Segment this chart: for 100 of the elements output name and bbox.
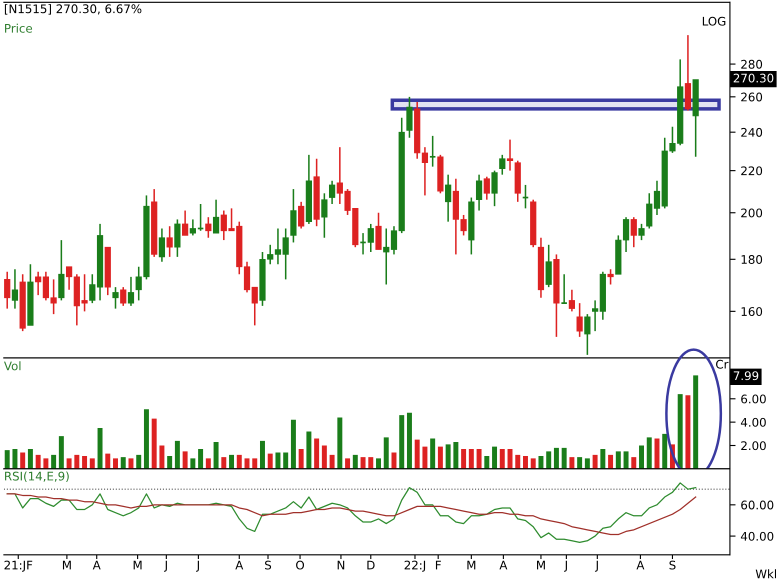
bar [430, 438, 436, 469]
bar [90, 458, 95, 469]
bar [453, 442, 458, 469]
candlestick [128, 276, 134, 307]
bar [198, 449, 204, 469]
bar [492, 446, 498, 469]
candlestick [576, 302, 583, 338]
bar [82, 456, 88, 469]
candlestick [197, 203, 204, 232]
x-tick-label: N [338, 560, 344, 570]
bar [260, 440, 265, 469]
bar [584, 458, 590, 469]
x-tick-label: O [296, 560, 304, 570]
bar [136, 454, 142, 469]
x-tick-label: A [235, 560, 244, 570]
bar [569, 457, 574, 469]
bar [624, 451, 629, 469]
bar [244, 458, 250, 469]
bar [221, 457, 226, 469]
candlestick [506, 138, 514, 172]
bar [538, 456, 544, 469]
text: 7.99 [734, 371, 758, 380]
x-tick-label: J [164, 560, 167, 572]
bar [414, 440, 420, 469]
annotation: LOG [702, 16, 726, 26]
x-tick-label: S [265, 560, 272, 570]
annotation: Cr [716, 360, 728, 369]
bar [36, 454, 41, 469]
bar [562, 448, 567, 469]
bar [608, 454, 614, 469]
bar [4, 450, 10, 469]
x-tick-label: M [62, 560, 71, 570]
bar [376, 458, 381, 469]
bar [468, 449, 474, 469]
candlestick [190, 218, 196, 236]
x-tick-label: J [564, 560, 567, 572]
y-tick-label: 200 [741, 208, 762, 218]
text: 270.30 [734, 74, 774, 83]
candlestick [112, 286, 119, 310]
bar [152, 418, 157, 469]
candlestick [212, 198, 220, 234]
candlestick [328, 180, 336, 205]
bar [678, 394, 683, 469]
bar [268, 454, 273, 469]
bar [446, 444, 451, 469]
bar [406, 412, 412, 469]
bar [236, 454, 242, 469]
bar [685, 395, 690, 469]
bar [51, 454, 56, 469]
bar [662, 434, 668, 469]
bar [330, 454, 335, 469]
candlestick [491, 170, 498, 207]
bar [523, 456, 528, 469]
annotation: RSI(14,E,9) [5, 471, 69, 482]
bar [391, 452, 396, 469]
bar [174, 440, 180, 469]
y-tick-label: 40.00 [740, 532, 774, 541]
candlestick [522, 184, 530, 210]
bar [322, 446, 327, 469]
bar [345, 458, 350, 469]
candlestick [174, 218, 181, 258]
bar [128, 458, 134, 469]
x-tick-label: A [636, 560, 644, 570]
bar [484, 456, 490, 469]
x-tick-label: J [196, 560, 199, 572]
x-tick-label: M [467, 560, 476, 570]
candlestick [499, 154, 506, 176]
y-tick-label: 220 [741, 166, 762, 176]
bar [399, 415, 404, 469]
candlestick [476, 174, 482, 212]
bar [352, 454, 358, 469]
bar [12, 449, 18, 469]
x-tick-label: M [134, 560, 142, 570]
candlestick [546, 244, 552, 288]
bar [600, 449, 606, 469]
bar [58, 436, 64, 469]
candlestick [484, 176, 490, 200]
bar [422, 446, 428, 469]
candlestick [4, 270, 10, 310]
y-tick-label: 6.00 [741, 394, 766, 404]
y-tick-label: 180 [742, 255, 762, 264]
bar [28, 449, 33, 469]
candlestick [630, 216, 637, 248]
y-tick-label: 240 [741, 128, 762, 137]
y-tick-label: 160 [742, 307, 762, 316]
bar [360, 457, 366, 469]
candlestick [182, 210, 188, 236]
bar [306, 431, 312, 469]
bar [105, 454, 110, 469]
bar [508, 449, 512, 469]
bar [654, 438, 660, 469]
x-tick-label: J [594, 560, 598, 572]
bar [159, 446, 164, 469]
candlestick [12, 268, 18, 310]
x-tick-label: A [499, 560, 508, 570]
bar [182, 451, 188, 469]
candlestick [58, 239, 64, 302]
candlestick [568, 289, 576, 312]
bar [144, 409, 149, 469]
bar [616, 451, 621, 469]
